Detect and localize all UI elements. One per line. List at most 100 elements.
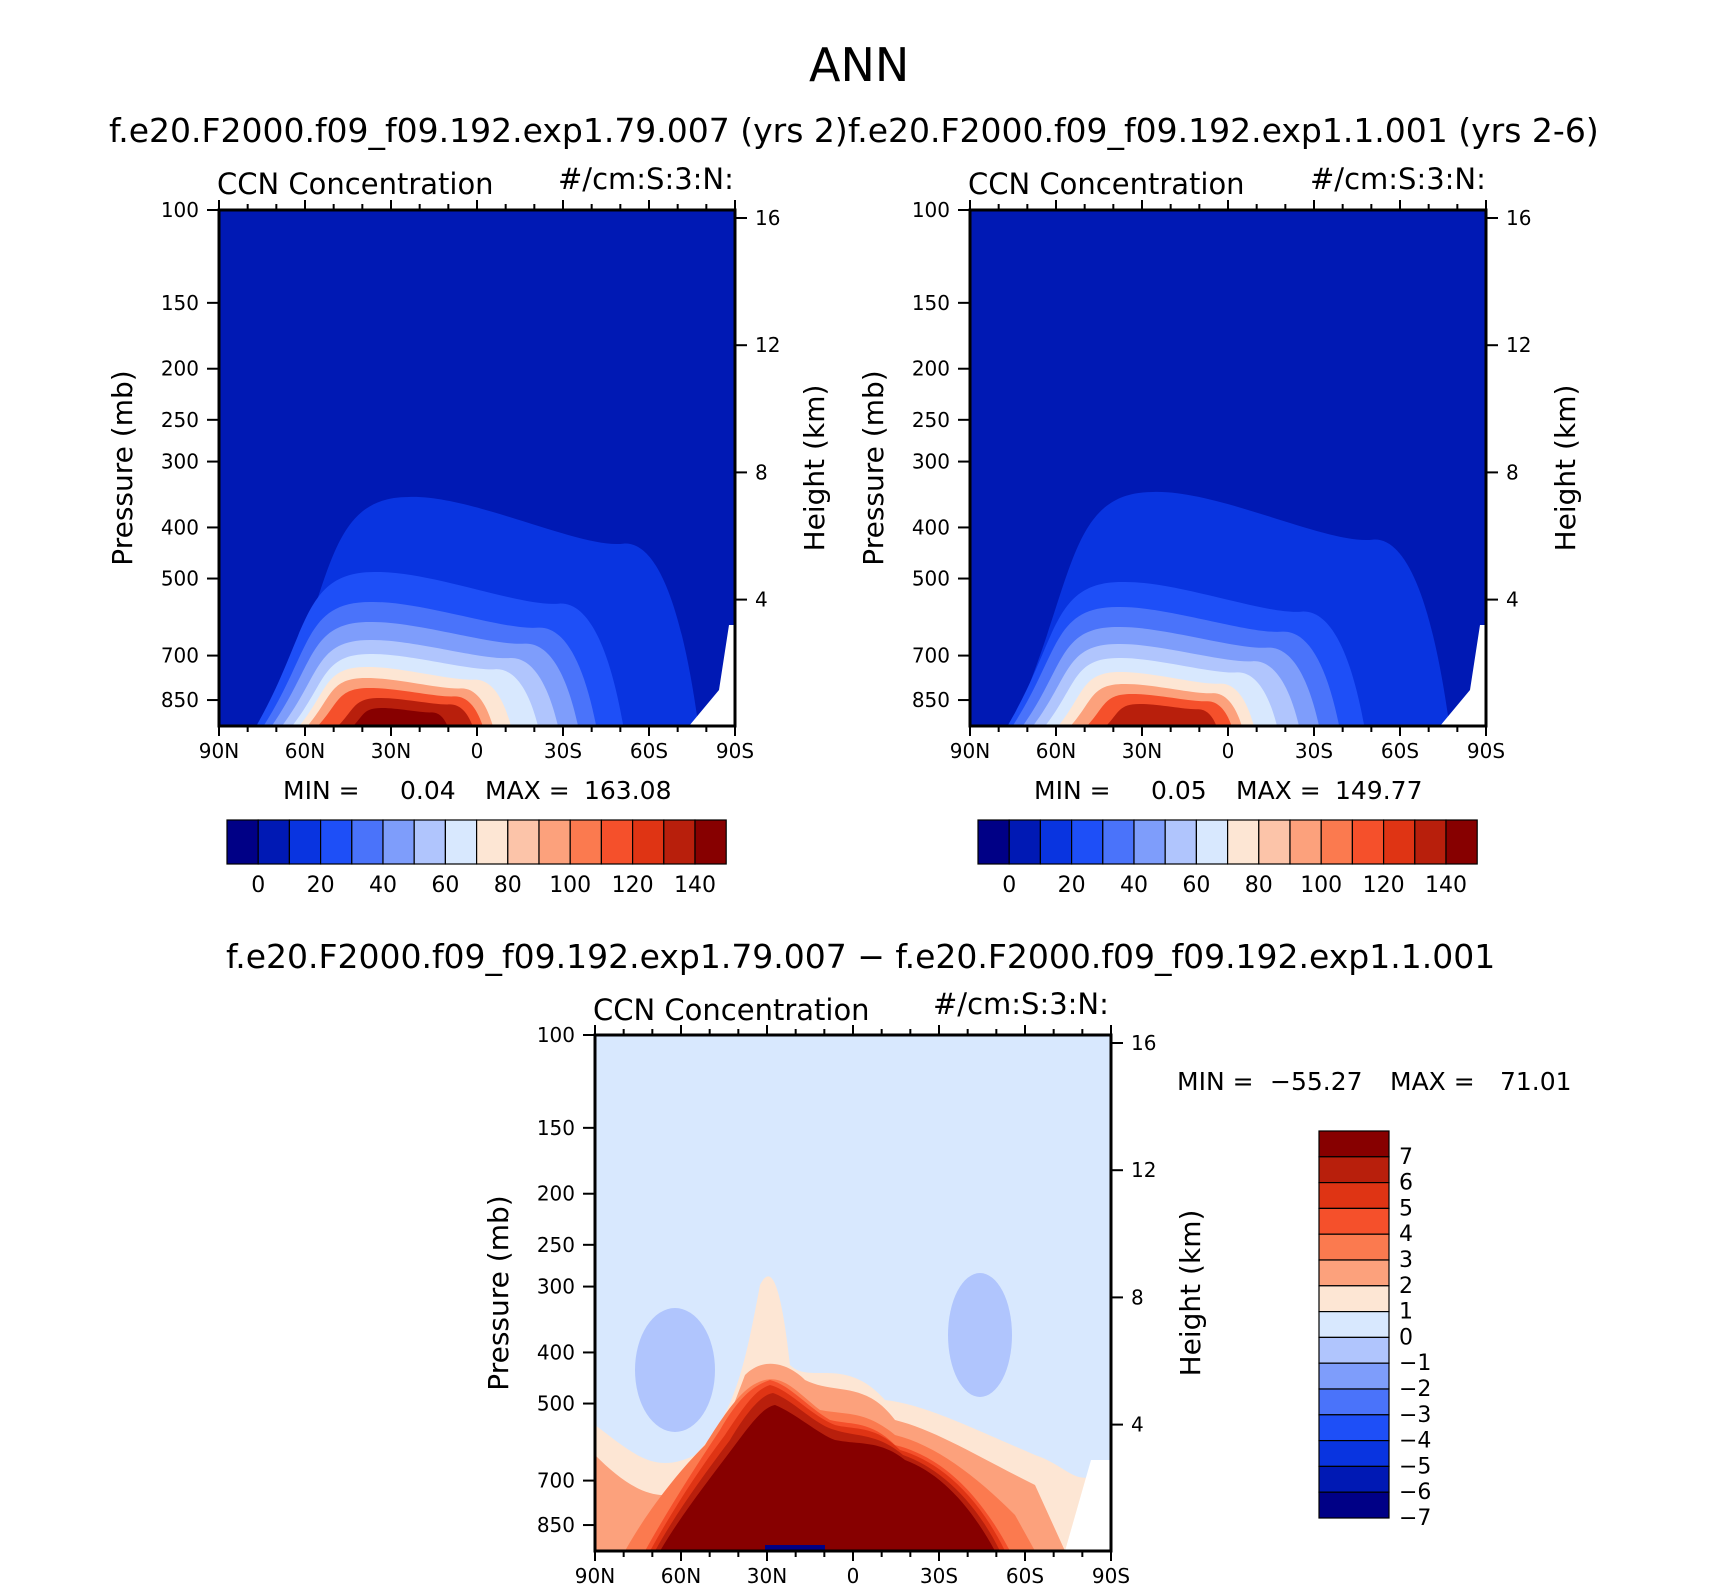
diff-height-tick-label: 8 [1131,1285,1144,1309]
left-pressure-tick-label: 200 [161,357,199,381]
left-height-tick-label: 12 [755,333,780,357]
right-lat-tick-label: 90N [950,739,990,763]
right-colorbar-swatch [1102,819,1135,865]
left-max-value: 163.08 [584,776,672,805]
left-run-title: f.e20.F2000.f09_f09.192.exp1.79.007 (yrs… [109,111,848,150]
right-pressure-tick-label: 500 [912,567,950,591]
diff-colorbar-swatch [1318,1336,1390,1364]
right-pressure-tick-label: 850 [912,688,950,712]
left-height-tick-label: 4 [755,588,768,612]
right-lat-tick-label: 60S [1381,739,1419,763]
diff-lat-tick-label: 90S [1092,1564,1130,1588]
right-height-tick-label: 8 [1506,460,1519,484]
left-colorbar-label: 40 [369,873,397,898]
diff-lat-tick-label: 90N [575,1564,615,1588]
left-pressure-tick-label: 150 [161,291,199,315]
right-colorbar-swatch [1195,819,1229,865]
left-colorbar-label: 0 [251,873,265,898]
left-pressure-tick-label: 400 [161,515,199,539]
right-colorbar-swatch [1289,819,1322,865]
diff-colorbar-label: −6 [1399,1480,1431,1505]
left-colorbar-swatch [226,819,259,865]
left-max-label: MAX = [485,776,570,805]
right-min-label: MIN = [1034,776,1111,805]
diff-lat-tick-label: 30N [747,1564,787,1588]
diff-pressure-tick-label: 250 [537,1233,575,1257]
left-colorbar-label: 140 [674,873,716,898]
left-colorbar-swatch [413,819,447,865]
diff-missing-data-region [1065,1460,1111,1551]
left-colorbar-swatch [569,819,603,865]
left-min-label: MIN = [283,776,360,805]
right-height-tick-label: 16 [1506,206,1531,230]
right-variable-name: CCN Concentration [968,167,1245,201]
right-colorbar-swatch [1320,819,1353,865]
diff-pressure-tick-label: 400 [537,1340,575,1364]
left-lat-tick-label: 60N [285,739,325,763]
right-colorbar-swatch [1070,819,1104,865]
diff-colorbar-label: 0 [1399,1325,1413,1350]
diff-negative-patch [635,1308,715,1432]
diff-variable-name: CCN Concentration [593,993,870,1027]
right-lat-tick-label: 30S [1295,739,1333,763]
left-lat-tick-label: 60S [630,739,668,763]
right-height-tick-label: 4 [1506,588,1519,612]
main-title: ANN [809,38,910,92]
diff-colorbar-label: 1 [1399,1300,1413,1325]
diff-min-value: −55.27 [1270,1067,1363,1096]
diff-colorbar-swatch [1318,1259,1390,1287]
right-pressure-tick-label: 300 [912,450,950,474]
diff-colorbar-swatch [1318,1310,1390,1338]
diff-surface-negative-strip [765,1545,825,1551]
left-lat-tick-label: 90N [199,739,239,763]
diff-colorbar-label: 3 [1399,1248,1413,1273]
diff-colorbar-label: −3 [1399,1403,1431,1428]
diff-pressure-tick-label: 200 [537,1182,575,1206]
left-colorbar-swatch [631,819,665,865]
left-pressure-tick-label: 250 [161,408,199,432]
diff-lat-tick-label: 60S [1006,1564,1044,1588]
diff-max-label: MAX = [1390,1067,1475,1096]
left-colorbar-label: 120 [612,873,654,898]
right-pressure-tick-label: 100 [912,198,950,222]
left-ylabel-height: Height (km) [798,385,831,552]
right-colorbar-label: 140 [1425,873,1467,898]
diff-colorbar-label: 2 [1399,1274,1413,1299]
diff-ylabel-height: Height (km) [1174,1210,1207,1377]
diff-colorbar-label: −7 [1399,1506,1431,1531]
right-pressure-tick-label: 700 [912,644,950,668]
right-colorbar-label: 80 [1245,873,1273,898]
diff-colorbar-swatch [1318,1285,1390,1313]
diff-colorbar-swatch [1318,1414,1390,1442]
right-colorbar-label: 60 [1182,873,1210,898]
right-colorbar-swatch [1039,819,1073,865]
right-ylabel-pressure: Pressure (mb) [857,370,890,565]
left-pressure-tick-label: 500 [161,567,199,591]
left-colorbar-swatch [507,819,540,865]
left-colorbar-swatch [382,819,415,865]
right-colorbar-label: 120 [1363,873,1405,898]
diff-pressure-tick-label: 850 [537,1513,575,1537]
left-colorbar-label: 60 [431,873,459,898]
right-lat-tick-label: 30N [1122,739,1162,763]
diff-colorbar-swatch [1318,1439,1390,1467]
diff-pressure-tick-label: 500 [537,1392,575,1416]
right-run-title: f.e20.F2000.f09_f09.192.exp1.1.001 (yrs … [848,111,1599,150]
right-lat-tick-label: 90S [1467,739,1505,763]
right-colorbar-swatch [1008,819,1042,865]
right-missing-data-region [1440,625,1486,726]
diff-colorbar-swatch [1318,1465,1390,1493]
left-colorbar-swatch [320,819,353,865]
right-colorbar-swatch [1414,819,1447,865]
left-colorbar-swatch [600,819,634,865]
right-height-tick-label: 12 [1506,333,1531,357]
left-colorbar-swatch [288,819,322,865]
diff-contour-band [660,1405,995,1551]
right-pressure-tick-label: 200 [912,357,950,381]
diff-colorbar-label: −5 [1399,1454,1431,1479]
diff-colorbar-label: −2 [1399,1377,1431,1402]
left-variable-units: #/cm:S:3:N: [558,162,734,196]
right-colorbar-label: 100 [1300,873,1342,898]
diff-height-tick-label: 16 [1131,1031,1156,1055]
